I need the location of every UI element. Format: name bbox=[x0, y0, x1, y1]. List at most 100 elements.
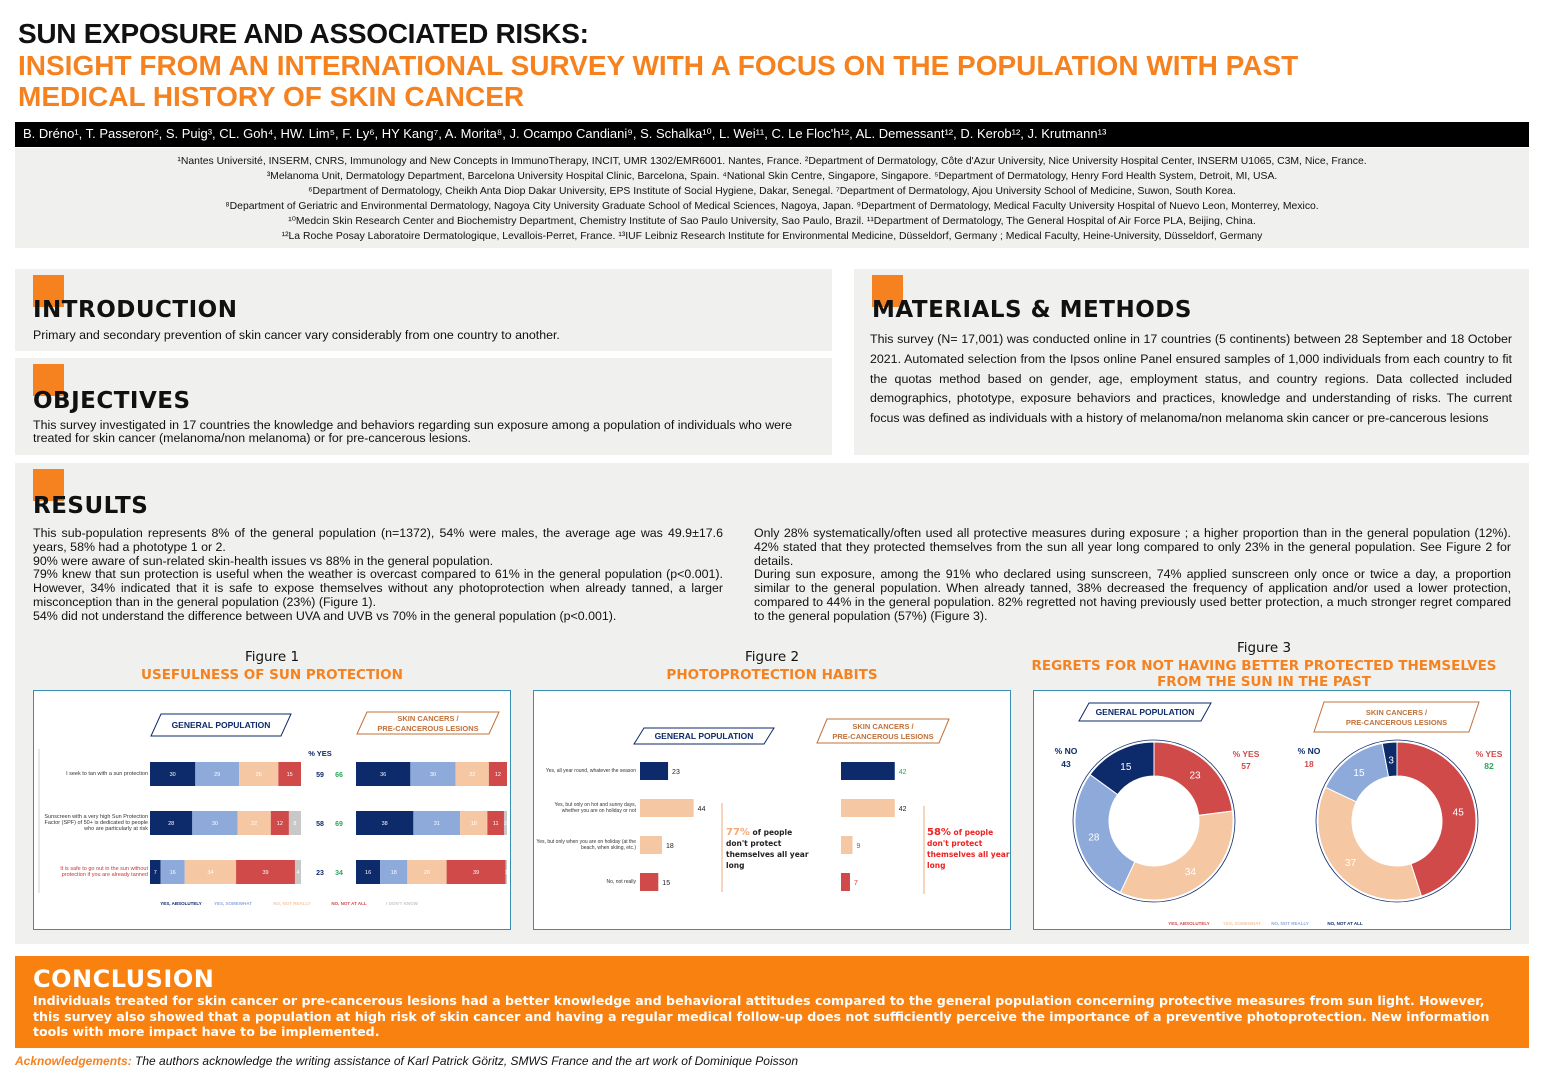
introduction-heading: INTRODUCTION bbox=[33, 297, 238, 323]
fig1-bar-skin bbox=[356, 860, 381, 884]
fig3-legend-item: NO, NOT REALLY bbox=[1271, 921, 1309, 926]
figure2-svg: GENERAL POPULATION SKIN CANCERS /PRE-CANC… bbox=[536, 718, 1010, 894]
fig1-bar-value: 29 bbox=[214, 772, 220, 778]
figure2-chart: GENERAL POPULATION SKIN CANCERS / PRE-CANC… bbox=[533, 690, 1011, 930]
fig1-yes-skin: 69 bbox=[335, 821, 343, 828]
title-line2: INSIGHT FROM AN INTERNATIONAL SURVEY WIT… bbox=[18, 50, 1299, 112]
fig1-bar-general bbox=[192, 811, 238, 835]
fig3-slice-value: 3 bbox=[1388, 755, 1394, 766]
figure1-title: USEFULNESS OF SUN PROTECTION bbox=[141, 667, 403, 683]
section-marker bbox=[872, 275, 903, 307]
fig1-bar-value: 12 bbox=[277, 821, 283, 827]
fig1-bar-value: 28 bbox=[168, 821, 174, 827]
title-line1: SUN EXPOSURE AND ASSOCIATED RISKS: bbox=[18, 18, 589, 49]
acknowledgements-label: Acknowledgements: bbox=[15, 1054, 132, 1068]
results-text-right: Only 28% systematically/often used all p… bbox=[754, 526, 1511, 623]
fig1-bar-skin bbox=[413, 811, 461, 835]
fig3-yes-value: 82 bbox=[1484, 761, 1494, 771]
affiliation-line: ³Melanoma Unit, Dermatology Department, … bbox=[266, 171, 1278, 182]
fig1-bar-value: 16 bbox=[365, 870, 371, 876]
affiliation-line: ¹²La Roche Posay Laboratoire Dermatologi… bbox=[281, 231, 1263, 242]
fig3-donut-outline bbox=[1315, 739, 1479, 903]
fig2-annotation-pct: 58% bbox=[927, 827, 951, 838]
fig1-bar-skin bbox=[407, 860, 447, 884]
fig1-bar-general bbox=[184, 860, 237, 884]
fig3-slice-general bbox=[1089, 741, 1155, 796]
fig2-group-label: SKIN CANCERS / bbox=[852, 722, 914, 731]
figure3-title: REGRETS FOR NOT HAVING BETTER PROTECTED … bbox=[1031, 658, 1497, 690]
acknowledgements: Acknowledgements: The authors acknowledg… bbox=[15, 1054, 798, 1068]
section-marker bbox=[33, 275, 64, 307]
fig3-slice-general bbox=[1119, 810, 1234, 901]
methods-text: This survey (N= 17,001) was conducted on… bbox=[870, 332, 1512, 426]
fig1-bar-value: 36 bbox=[380, 772, 386, 778]
fig1-bar-skin bbox=[446, 860, 506, 884]
fig1-bar-value: 22 bbox=[469, 772, 475, 778]
fig3-slice-value: 45 bbox=[1453, 807, 1465, 818]
fig3-slice-general bbox=[1074, 773, 1136, 894]
fig3-group-label: SKIN CANCERS / bbox=[1366, 708, 1428, 717]
figure1-chart: GENERAL POPULATION SKIN CANCERS / PRE-CANC… bbox=[33, 690, 511, 930]
fig2-category-label: Yes, but only when you are on holiday (a… bbox=[536, 839, 636, 851]
fig3-yes-label: % YES bbox=[1233, 749, 1260, 759]
conclusion-text: Individuals treated for skin cancer or p… bbox=[33, 993, 1490, 1039]
fig1-bar-value: 38 bbox=[382, 821, 388, 827]
fig1-group-label-frame bbox=[150, 713, 292, 737]
fig1-bar-value: 2 bbox=[504, 821, 507, 827]
fig2-group-label-frame bbox=[633, 727, 775, 745]
fig2-value-general: 23 bbox=[672, 769, 680, 776]
fig1-group-label: GENERAL POPULATION bbox=[172, 720, 271, 730]
fig3-legend-item: YES, SOMEWHAT bbox=[1223, 921, 1261, 926]
fig3-group-label: GENERAL POPULATION bbox=[1096, 707, 1195, 717]
objectives-section: OBJECTIVES This survey investigated in 1… bbox=[15, 358, 832, 455]
fig1-bar-general bbox=[294, 860, 301, 884]
fig1-bar-skin bbox=[488, 762, 507, 786]
fig2-bar-general bbox=[640, 873, 659, 891]
fig1-bar-general bbox=[150, 811, 193, 835]
objectives-heading: OBJECTIVES bbox=[33, 388, 191, 414]
figure1-label: Figure 1 bbox=[244, 649, 300, 665]
affiliations: ¹Nantes Université, INSERM, CNRS, Immuno… bbox=[15, 148, 1529, 248]
fig1-bar-general bbox=[236, 860, 295, 884]
methods-section: MATERIALS & METHODS This survey (N= 17,0… bbox=[854, 269, 1529, 455]
fig3-no-label: % NO bbox=[1055, 746, 1078, 756]
fig2-bar-skin bbox=[841, 799, 895, 817]
results-heading: RESULTS bbox=[33, 493, 149, 519]
acknowledgements-text: The authors acknowledge the writing assi… bbox=[131, 1054, 798, 1068]
fig1-legend-item: NO, NOT REALLY bbox=[273, 901, 311, 906]
fig1-bar-general bbox=[288, 811, 301, 835]
figure2-label: Figure 2 bbox=[744, 649, 800, 665]
fig1-legend-item: YES, ABSOLUTELY bbox=[160, 901, 201, 906]
fig2-bar-skin bbox=[841, 762, 895, 780]
fig2-bar-general bbox=[640, 762, 669, 780]
fig2-group-label: PRE-CANCEROUS LESIONS bbox=[832, 732, 933, 741]
fig1-bar-general bbox=[150, 762, 196, 786]
fig3-slice-value: 15 bbox=[1120, 762, 1132, 773]
fig2-value-skin: 42 bbox=[899, 806, 907, 813]
fig1-bar-skin bbox=[455, 762, 489, 786]
fig3-slice-value: 37 bbox=[1345, 858, 1357, 869]
fig3-slice-skin bbox=[1317, 786, 1423, 901]
fig3-slice-value: 34 bbox=[1185, 867, 1197, 878]
fig3-slice-value: 15 bbox=[1353, 768, 1365, 779]
fig1-bar-general bbox=[270, 811, 289, 835]
fig1-bar-skin bbox=[356, 762, 411, 786]
section-marker bbox=[33, 364, 64, 396]
fig1-yes-general: 58 bbox=[316, 821, 324, 828]
fig1-category-label: It is safe to go out in the sun without … bbox=[60, 866, 148, 878]
fig1-bar-value: 18 bbox=[391, 870, 397, 876]
fig1-bar-general bbox=[278, 762, 301, 786]
fig1-yes-skin: 66 bbox=[335, 772, 343, 779]
fig3-no-value: 43 bbox=[1061, 759, 1071, 769]
affiliation-line: ¹⁰Medcin Skin Research Center and Bioche… bbox=[288, 216, 1256, 227]
fig3-donut-outline bbox=[1072, 739, 1236, 903]
fig2-group-label-frame bbox=[816, 718, 950, 744]
fig1-group-label: PRE-CANCEROUS LESIONS bbox=[377, 724, 478, 733]
fig1-category-label: I seek to tan with a sun protection bbox=[66, 771, 148, 777]
fig1-bar-value: 4 bbox=[296, 870, 299, 876]
results-text-left: This sub-population represents 8% of the… bbox=[33, 526, 723, 623]
fig1-bar-value: 18 bbox=[471, 821, 477, 827]
fig1-bar-value: 30 bbox=[430, 772, 436, 778]
fig1-group-label-frame bbox=[356, 711, 500, 735]
fig1-bar-value: 30 bbox=[170, 772, 176, 778]
